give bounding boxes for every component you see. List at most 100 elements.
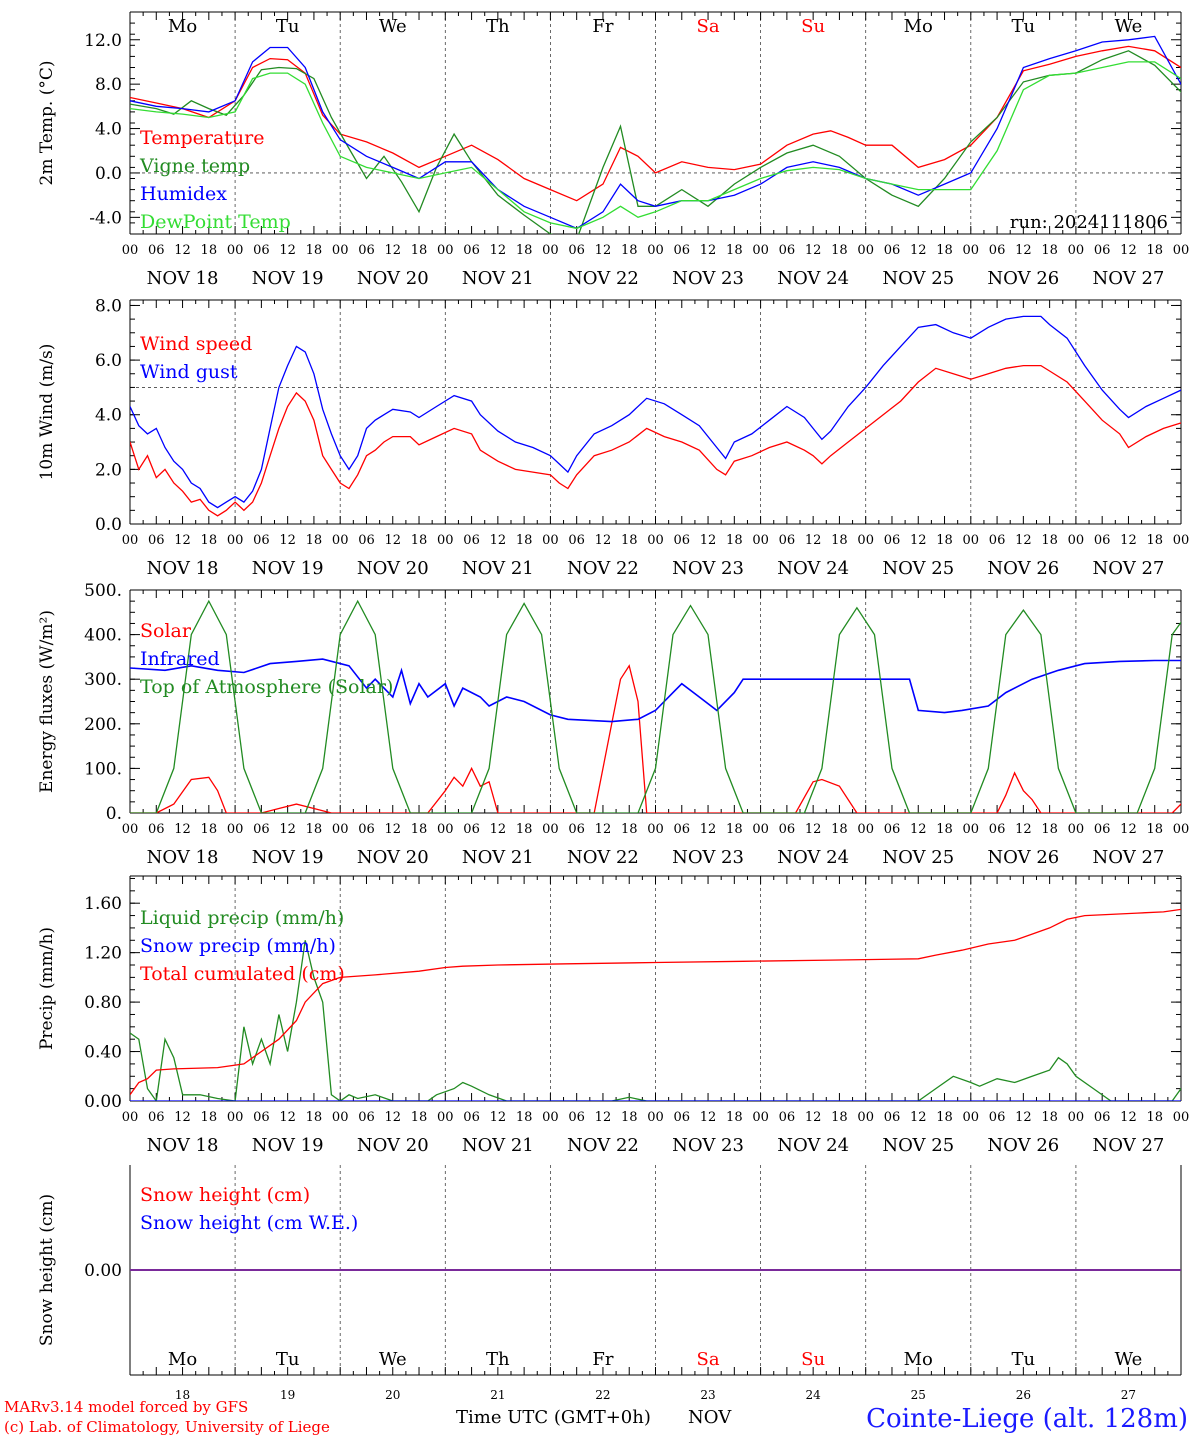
day-number: 22: [595, 1388, 610, 1402]
hour-label: 12: [1015, 822, 1032, 837]
legend-entry: Wind gust: [140, 361, 238, 383]
legend-entry: Top of Atmosphere (Solar): [140, 676, 393, 698]
y-tick-label: 0.40: [84, 1043, 122, 1063]
y-tick-label: 1.20: [84, 944, 122, 964]
hour-label: 18: [831, 822, 848, 837]
weekday-label: Mo: [168, 1349, 197, 1370]
hour-label: 18: [621, 822, 638, 837]
hour-label: 12: [595, 1110, 612, 1125]
day-number: 19: [280, 1388, 295, 1402]
hour-label: 12: [910, 243, 927, 258]
day-number: 20: [385, 1388, 400, 1402]
date-label: NOV 21: [462, 268, 534, 289]
weekday-label: Th: [486, 1349, 510, 1370]
hour-label: 18: [1041, 243, 1058, 258]
date-label: NOV 25: [882, 558, 954, 579]
hour-label: 06: [1094, 822, 1111, 837]
hour-label: 18: [1146, 533, 1163, 548]
day-number: 24: [806, 1388, 822, 1402]
date-label: NOV 18: [147, 268, 219, 289]
date-label: NOV 21: [462, 847, 534, 868]
hour-label: 18: [831, 243, 848, 258]
legend-entry: Snow height (cm): [140, 1184, 310, 1206]
hour-label: 00: [752, 243, 769, 258]
hour-label: 12: [279, 243, 296, 258]
hour-label: 12: [1120, 243, 1137, 258]
hour-label: 00: [437, 1110, 454, 1125]
date-label: NOV 27: [1093, 558, 1165, 579]
hour-label: 06: [1094, 1110, 1111, 1125]
hour-label: 00: [227, 533, 244, 548]
day-number: 25: [911, 1388, 926, 1402]
series-line: [130, 599, 1181, 813]
hour-label: 00: [857, 243, 874, 258]
series-line: [130, 45, 1181, 202]
hour-label: 06: [779, 822, 796, 837]
hour-label: 00: [1068, 533, 1085, 548]
date-label: NOV 27: [1093, 847, 1165, 868]
hour-label: 12: [490, 243, 507, 258]
hour-label: 06: [568, 1110, 585, 1125]
y-tick-label: 1.60: [84, 894, 122, 914]
date-label: NOV 26: [987, 268, 1059, 289]
hour-label: 00: [752, 822, 769, 837]
weekday-label: Mo: [904, 16, 933, 37]
date-label: NOV 24: [777, 558, 849, 579]
y-tick-label: 0.0: [95, 164, 122, 184]
hour-label: 18: [621, 243, 638, 258]
hour-label: 12: [384, 533, 401, 548]
y-tick-label: 6.0: [95, 351, 122, 371]
hour-label: 00: [1173, 822, 1190, 837]
hour-label: 06: [358, 822, 375, 837]
hour-label: 06: [463, 243, 480, 258]
hour-label: 00: [332, 1110, 349, 1125]
weekday-label: Tu: [1012, 1349, 1036, 1370]
legend-entry: Humidex: [140, 183, 227, 205]
date-label: NOV 18: [147, 1135, 219, 1156]
date-label: NOV 22: [567, 558, 639, 579]
series-group: [130, 908, 1181, 1101]
hour-label: 12: [490, 533, 507, 548]
y-axis-label: Snow height (cm): [37, 1194, 57, 1346]
hour-label: 12: [700, 243, 717, 258]
panel-5: 0.00 Snow height (cm) Mo Tu We Th Fr Sa Su Mo Tu We…: [37, 1165, 1182, 1376]
y-tick-label: 0.80: [84, 993, 122, 1013]
weekday-label: Tu: [1012, 16, 1036, 37]
panel-3: 0. 100. 200. 300. 400. 500. Energy fluxes (W/m…: [37, 581, 1190, 868]
lab-credit: (c) Lab. of Climatology, University of L…: [4, 1418, 330, 1436]
weekday-label: We: [379, 16, 407, 37]
y-tick-label: 2.0: [95, 460, 122, 480]
y-tick-label: 200.: [84, 715, 122, 735]
hour-label: 18: [726, 822, 743, 837]
y-tick-label: 100.: [84, 759, 122, 779]
hour-label: 12: [174, 243, 191, 258]
hour-label: 18: [1146, 822, 1163, 837]
date-label: NOV 22: [567, 847, 639, 868]
hour-label: 18: [831, 533, 848, 548]
hour-label: 06: [148, 822, 165, 837]
date-label: NOV 21: [462, 1135, 534, 1156]
hour-label: 06: [674, 822, 691, 837]
legend-entry: Infrared: [140, 648, 220, 670]
date-label: NOV 26: [987, 558, 1059, 579]
hour-label: 18: [306, 533, 323, 548]
panel-1: -4.0 0.0 4.0 8.0 12.0 2m Temp. (°C) 00 06 12 18 NO…: [37, 11, 1190, 289]
series-line: [130, 664, 1181, 813]
series-line: [130, 908, 1181, 1096]
hour-label: 06: [989, 533, 1006, 548]
hour-label: 18: [621, 533, 638, 548]
hour-label: 12: [805, 533, 822, 548]
weekday-label: Fr: [592, 1349, 613, 1370]
weekday-label: Sa: [697, 16, 720, 37]
y-tick-label: -4.0: [89, 208, 122, 228]
hour-label: 06: [674, 243, 691, 258]
hour-label: 06: [779, 243, 796, 258]
hour-label: 12: [1120, 1110, 1137, 1125]
hour-label: 00: [122, 533, 139, 548]
y-tick-label: 500.: [84, 581, 122, 601]
hour-label: 00: [1173, 243, 1190, 258]
day-number: 21: [490, 1388, 505, 1402]
legend-entry: Wind speed: [140, 333, 252, 355]
hour-label: 12: [700, 533, 717, 548]
